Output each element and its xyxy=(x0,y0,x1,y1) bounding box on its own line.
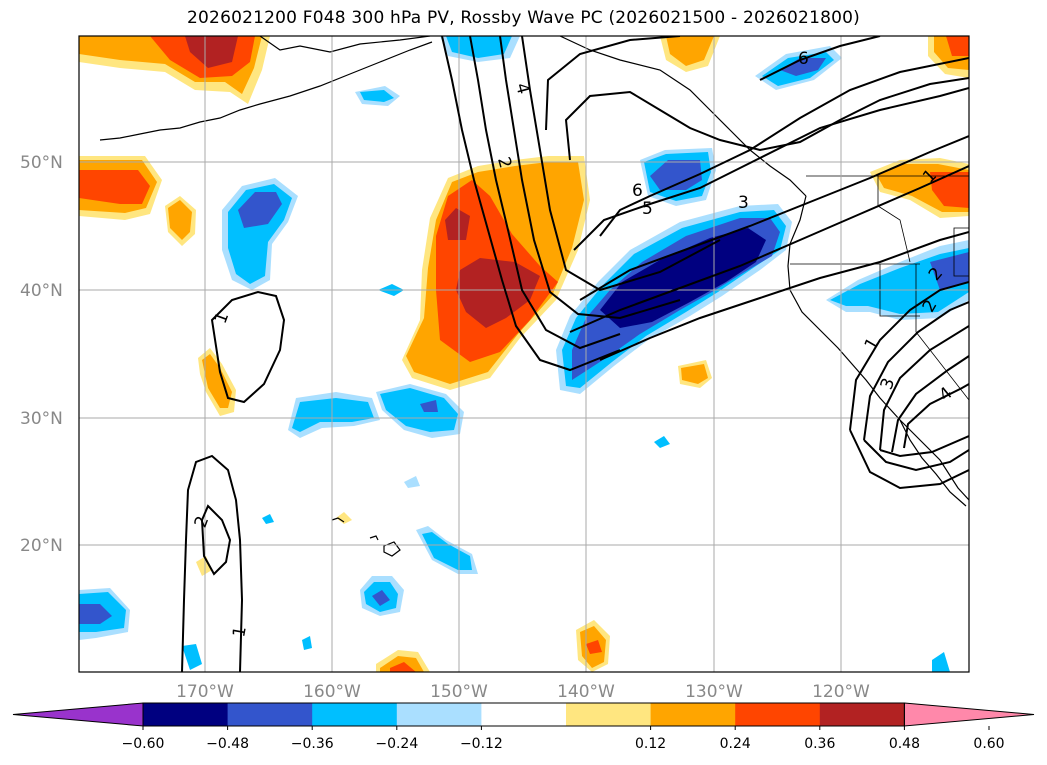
colorbar-segment xyxy=(396,703,482,726)
contour-label: 6 xyxy=(632,181,643,201)
colorbar-tick-label: −0.48 xyxy=(206,736,249,752)
colorbar-tick-label: −0.24 xyxy=(375,736,418,752)
colorbar-tick-label: 0.48 xyxy=(889,736,920,752)
colorbar-segment xyxy=(566,703,652,726)
colorbar-segment xyxy=(143,703,229,726)
lon-label-140w: 140°W xyxy=(557,682,615,702)
lat-label-50n: 50°N xyxy=(20,153,63,173)
colorbar-tick-label: −0.60 xyxy=(122,736,165,752)
colorbar-tick-label: 0.24 xyxy=(720,736,751,752)
colorbar: −0.60 −0.48 −0.36 −0.24 −0.12 0.12 0.24 0.36 0.4… xyxy=(12,702,1035,752)
map-frame xyxy=(78,35,970,673)
map-title: 2026021200 F048 300 hPa PV, Rossby Wave … xyxy=(187,8,860,28)
lon-label-160w: 160°W xyxy=(303,682,361,702)
contour-lines xyxy=(181,36,969,672)
lat-label-40n: 40°N xyxy=(20,281,63,301)
political-borders xyxy=(790,175,969,401)
map-background xyxy=(79,36,969,672)
colorbar-tick-label: 0.36 xyxy=(804,736,835,752)
lon-label-150w: 150°W xyxy=(430,682,488,702)
contour-label: 4 xyxy=(511,81,533,97)
colorbar-extend-max xyxy=(903,702,1035,727)
colorbar-tick-label: −0.12 xyxy=(460,736,503,752)
lon-label-120w: 120°W xyxy=(812,682,870,702)
contour-label: 2 xyxy=(493,155,515,171)
colorbar-tick-label: 0.60 xyxy=(973,736,1004,752)
lat-label-20n: 20°N xyxy=(20,536,63,556)
pv-anomaly-fills xyxy=(79,36,969,672)
map-content: 6 4 2 6 5 3 1 1 2 2 1 3 4 1 2 xyxy=(79,36,969,672)
colorbar-segment xyxy=(819,703,905,726)
latitude-labels: 50°N 40°N 30°N 20°N xyxy=(20,153,63,556)
colorbar-tick-label: −0.36 xyxy=(291,736,334,752)
contour-label: 3 xyxy=(738,193,749,213)
contour-label: 5 xyxy=(642,199,653,219)
colorbar-segment xyxy=(227,703,313,726)
colorbar-extend-min xyxy=(12,702,144,727)
colorbar-outline xyxy=(142,702,905,727)
colorbar-segment xyxy=(481,703,567,726)
colorbar-segment xyxy=(650,703,736,726)
contour-label: 1 xyxy=(229,625,251,639)
lon-label-170w: 170°W xyxy=(176,682,234,702)
longitude-labels: 170°W 160°W 150°W 140°W 130°W 120°W xyxy=(176,682,870,702)
colorbar-segment xyxy=(312,703,398,726)
colorbar-segment xyxy=(735,703,821,726)
lat-label-30n: 30°N xyxy=(20,409,63,429)
lon-label-130w: 130°W xyxy=(685,682,743,702)
gridlines xyxy=(79,36,969,672)
colorbar-tick-label: 0.12 xyxy=(635,736,666,752)
contour-label: 6 xyxy=(798,49,809,69)
